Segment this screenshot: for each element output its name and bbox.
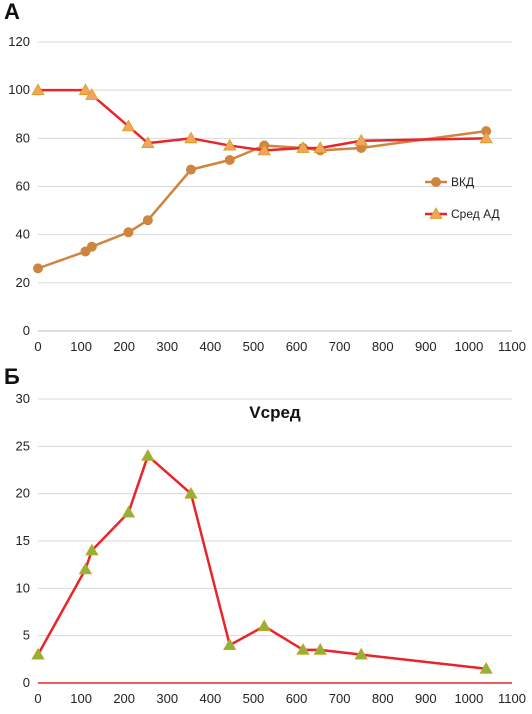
data-point-vsred [257, 619, 271, 632]
y-tick-label: 20 [16, 486, 30, 501]
data-point-vsred [121, 505, 136, 518]
x-tick-label: 500 [243, 339, 265, 354]
data-point-sred-ad [85, 88, 99, 100]
data-point-sred-ad [479, 131, 493, 144]
x-tick-label: 1100 [498, 691, 526, 706]
x-tick-label: 200 [113, 339, 135, 354]
data-point-vsred [479, 661, 493, 674]
data-point-vkd [123, 227, 134, 238]
legend-label: Сред АД [451, 207, 500, 221]
data-point-vkd [86, 241, 97, 252]
x-tick-label: 1000 [454, 339, 483, 354]
series-line-vsred [36, 454, 487, 671]
data-point-vkd [481, 126, 492, 137]
x-tick-label: 800 [372, 691, 394, 706]
x-tick-label: 100 [70, 691, 92, 706]
x-tick-label: 0 [34, 339, 41, 354]
x-tick-label: 300 [156, 339, 178, 354]
x-tick-label: 1100 [498, 339, 526, 354]
x-tick-label: 600 [286, 691, 308, 706]
y-tick-label: 40 [16, 227, 30, 242]
data-point-vsred [296, 643, 310, 655]
data-point-vkd [224, 155, 235, 166]
y-tick-label: 100 [8, 82, 30, 97]
panel-label-b: Б [4, 364, 20, 389]
x-tick-label: 800 [372, 339, 394, 354]
data-point-sred-ad [223, 138, 237, 151]
data-point-vsred [354, 647, 368, 660]
data-point-sred-ad [184, 131, 198, 144]
x-tick-label: 700 [329, 691, 351, 706]
y-tick-label: 0 [23, 323, 30, 338]
data-point-vkd [33, 263, 43, 274]
y-tick-label: 5 [23, 628, 30, 643]
data-point-sred-ad [141, 136, 155, 149]
y-tick-label: 30 [16, 391, 30, 406]
data-point-sred-ad [313, 141, 327, 153]
x-tick-label: 0 [34, 691, 41, 706]
data-point-vsred [31, 647, 45, 660]
chart-a: 0 20 40 60 80 100 120 0 100 200 300 400 500 600 700 800… [8, 34, 526, 354]
data-point-vsred [78, 562, 93, 575]
legend-marker [431, 177, 441, 187]
x-tick-label: 300 [156, 691, 178, 706]
data-point-sred-ad [31, 83, 45, 96]
x-tick-label: 600 [286, 339, 308, 354]
data-point-vkd [142, 215, 153, 226]
x-tick-label: 500 [243, 691, 265, 706]
legend-marker [429, 207, 443, 219]
x-tick-label: 700 [329, 339, 351, 354]
data-point-sred-ad [354, 133, 368, 146]
x-tick-label: 400 [200, 691, 222, 706]
y-tick-label: 80 [16, 130, 30, 145]
data-point-sred-ad [257, 143, 271, 156]
data-point-sred-ad [121, 119, 136, 132]
legend-label: ВКД [451, 175, 474, 189]
y-tick-label: 25 [16, 438, 30, 453]
data-point-vsred [184, 486, 198, 499]
x-tick-label: 900 [415, 339, 437, 354]
y-tick-label: 120 [8, 34, 30, 49]
x-tick-label: 900 [415, 691, 437, 706]
x-tick-label: 400 [200, 339, 222, 354]
data-point-vsred [313, 643, 327, 655]
x-tick-label: 100 [70, 339, 92, 354]
chart-title: Vсред [249, 403, 301, 422]
y-tick-label: 60 [16, 179, 30, 194]
data-point-vkd [185, 164, 196, 175]
y-tick-label: 10 [16, 580, 30, 595]
y-tick-label: 0 [23, 675, 30, 690]
data-point-sred-ad [78, 83, 93, 96]
x-tick-label: 1000 [454, 691, 483, 706]
data-point-vsred [141, 448, 155, 461]
data-point-vsred [223, 638, 237, 651]
data-point-vsred [85, 543, 99, 556]
data-point-sred-ad [296, 141, 310, 153]
x-tick-label: 200 [113, 691, 135, 706]
y-tick-label: 15 [16, 533, 30, 548]
y-tick-label: 20 [16, 275, 30, 290]
panel-label-a: А [4, 0, 20, 24]
